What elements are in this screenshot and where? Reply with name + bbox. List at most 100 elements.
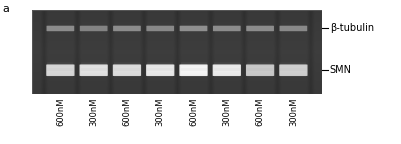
- Bar: [180, 61, 206, 62]
- Bar: [280, 30, 306, 31]
- Bar: [147, 61, 173, 62]
- Bar: [247, 62, 272, 63]
- Bar: [147, 74, 173, 75]
- Bar: [47, 30, 73, 31]
- Bar: [47, 67, 73, 68]
- Bar: [213, 65, 239, 66]
- Bar: [47, 65, 73, 66]
- Bar: [247, 28, 272, 29]
- Bar: [147, 83, 173, 84]
- Bar: [114, 65, 140, 66]
- Bar: [180, 82, 206, 83]
- Bar: [114, 63, 140, 64]
- FancyBboxPatch shape: [279, 65, 307, 76]
- Bar: [180, 83, 206, 84]
- Bar: [114, 67, 140, 68]
- Bar: [81, 57, 106, 58]
- Bar: [247, 80, 272, 81]
- Bar: [47, 74, 73, 75]
- FancyBboxPatch shape: [46, 65, 74, 76]
- Bar: [180, 71, 206, 72]
- Bar: [280, 82, 306, 83]
- Bar: [247, 76, 272, 77]
- Bar: [180, 66, 206, 67]
- Bar: [280, 64, 306, 65]
- Bar: [213, 61, 239, 62]
- Bar: [247, 74, 272, 75]
- Bar: [81, 64, 106, 65]
- Bar: [280, 71, 306, 72]
- Text: SMN: SMN: [329, 65, 351, 75]
- Bar: [47, 27, 73, 28]
- Bar: [47, 72, 73, 73]
- Bar: [147, 63, 173, 64]
- Bar: [213, 57, 239, 58]
- Bar: [247, 83, 272, 84]
- Bar: [280, 66, 306, 67]
- Bar: [47, 83, 73, 84]
- Bar: [114, 64, 140, 65]
- Text: β-tubulin: β-tubulin: [329, 23, 373, 33]
- Bar: [280, 63, 306, 64]
- FancyBboxPatch shape: [113, 26, 140, 31]
- Bar: [280, 67, 306, 68]
- Bar: [213, 83, 239, 84]
- Bar: [280, 29, 306, 30]
- Bar: [114, 62, 140, 63]
- FancyBboxPatch shape: [79, 65, 107, 76]
- Bar: [114, 80, 140, 81]
- Bar: [147, 72, 173, 73]
- Bar: [114, 74, 140, 75]
- Bar: [213, 80, 239, 81]
- Text: 600nM: 600nM: [255, 98, 264, 126]
- Bar: [147, 67, 173, 68]
- Bar: [81, 82, 106, 83]
- Bar: [180, 80, 206, 81]
- Bar: [213, 62, 239, 63]
- Bar: [247, 71, 272, 72]
- Bar: [114, 57, 140, 58]
- Bar: [114, 83, 140, 84]
- Bar: [247, 67, 272, 68]
- Bar: [47, 62, 73, 63]
- FancyBboxPatch shape: [179, 26, 207, 31]
- FancyBboxPatch shape: [213, 26, 240, 31]
- Bar: [114, 82, 140, 83]
- Bar: [247, 30, 272, 31]
- FancyBboxPatch shape: [245, 65, 273, 76]
- Bar: [247, 27, 272, 28]
- Bar: [180, 72, 206, 73]
- Bar: [147, 30, 173, 31]
- Bar: [180, 57, 206, 58]
- Bar: [147, 27, 173, 28]
- Bar: [47, 66, 73, 67]
- Bar: [180, 28, 206, 29]
- Bar: [280, 61, 306, 62]
- Bar: [247, 61, 272, 62]
- Bar: [180, 73, 206, 74]
- Bar: [81, 83, 106, 84]
- Bar: [180, 63, 206, 64]
- Bar: [81, 74, 106, 75]
- Bar: [247, 73, 272, 74]
- Text: 600nM: 600nM: [56, 98, 65, 126]
- Bar: [81, 63, 106, 64]
- Bar: [81, 61, 106, 62]
- Bar: [280, 62, 306, 63]
- Bar: [81, 27, 106, 28]
- Bar: [247, 65, 272, 66]
- Bar: [147, 64, 173, 65]
- Bar: [114, 27, 140, 28]
- Bar: [280, 65, 306, 66]
- Bar: [180, 62, 206, 63]
- Bar: [47, 61, 73, 62]
- Bar: [280, 72, 306, 73]
- Bar: [47, 28, 73, 29]
- Bar: [47, 80, 73, 81]
- Bar: [213, 27, 239, 28]
- Bar: [114, 75, 140, 76]
- Bar: [81, 71, 106, 72]
- Bar: [81, 72, 106, 73]
- Bar: [147, 71, 173, 72]
- Bar: [180, 27, 206, 28]
